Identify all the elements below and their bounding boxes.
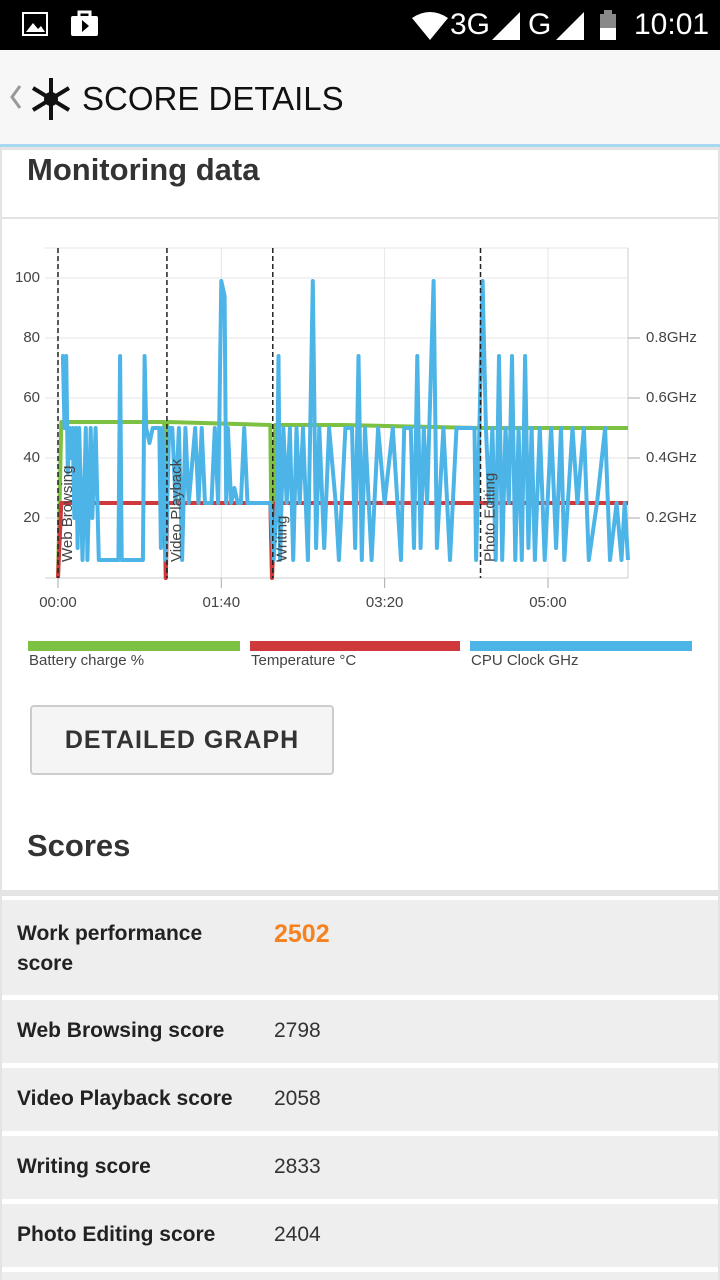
app-bar: SCORE DETAILS <box>0 50 720 147</box>
score-row: Work performance score 2502 <box>2 900 718 995</box>
score-label: Work performance score <box>17 922 203 975</box>
app-title: SCORE DETAILS <box>82 80 344 117</box>
score-row: Web Browsing score 2798 <box>2 1000 718 1063</box>
score-label: Video Playback score <box>17 1087 233 1110</box>
divider <box>2 894 718 896</box>
legend-swatch <box>28 641 240 651</box>
y-tick-label: 20 <box>23 509 40 526</box>
legend-label: Temperature °C <box>251 652 356 669</box>
app-icon <box>31 78 71 120</box>
battery-icon <box>600 10 616 40</box>
gallery-icon <box>22 12 48 36</box>
y-tick-label: 40 <box>23 449 40 466</box>
phase-label: Photo Editing <box>481 473 498 562</box>
score-label: Photo Editing score <box>17 1223 216 1246</box>
series-line <box>56 420 628 580</box>
score-row: Photo Editing score 2404 <box>2 1204 718 1267</box>
back-button[interactable] <box>6 82 26 112</box>
phase-label: Writing <box>274 516 291 562</box>
score-label: Web Browsing score <box>17 1019 225 1042</box>
legend-label: CPU Clock GHz <box>471 652 579 669</box>
detailed-graph-button[interactable]: DETAILED GRAPH <box>30 705 334 775</box>
store-icon <box>71 10 98 36</box>
y2-tick-label: 0.4GHz <box>646 449 697 466</box>
y2-tick-label: 0.2GHz <box>646 509 697 526</box>
y-tick-label: 100 <box>15 269 40 286</box>
score-row: Video Playback score 2058 <box>2 1068 718 1131</box>
wifi-icon <box>412 12 448 40</box>
x-tick-label: 01:40 <box>203 594 241 611</box>
score-label: Writing score <box>17 1155 151 1178</box>
score-value: 2798 <box>274 1019 321 1042</box>
x-tick-label: 00:00 <box>39 594 77 611</box>
phase-label: Web Browsing <box>59 466 76 562</box>
legend-swatch <box>250 641 460 651</box>
legend-label: Battery charge % <box>29 652 144 669</box>
chart: 20 40 60 80 100 0.2GHz 0.4GHz 0.6GHz 0.8GHz 00:00… <box>15 247 697 669</box>
score-value: 2502 <box>274 920 330 948</box>
network-type: 3G <box>450 8 491 41</box>
divider <box>2 217 718 219</box>
network-type-2: G <box>528 8 552 41</box>
x-tick-label: 05:00 <box>529 594 567 611</box>
y2-tick-label: 0.8GHz <box>646 329 697 346</box>
legend-swatch <box>470 641 692 651</box>
y2-tick-label: 0.6GHz <box>646 389 697 406</box>
section-heading: Scores <box>27 828 131 863</box>
signal-icon-2 <box>556 12 584 40</box>
score-row <box>2 1272 718 1280</box>
section-heading: Monitoring data <box>27 152 260 187</box>
series-line <box>60 279 630 562</box>
y-tick-label: 60 <box>23 389 40 406</box>
score-row: Writing score 2833 <box>2 1136 718 1199</box>
signal-icon <box>492 12 520 40</box>
score-value: 2404 <box>274 1223 321 1246</box>
score-value: 2058 <box>274 1087 321 1110</box>
status-bar: 3G G 10:01 <box>0 0 720 50</box>
y-tick-label: 80 <box>23 329 40 346</box>
phase-label: Video Playback <box>168 458 185 562</box>
score-value: 2833 <box>274 1155 321 1178</box>
clock: 10:01 <box>634 8 710 41</box>
x-tick-label: 03:20 <box>366 594 404 611</box>
